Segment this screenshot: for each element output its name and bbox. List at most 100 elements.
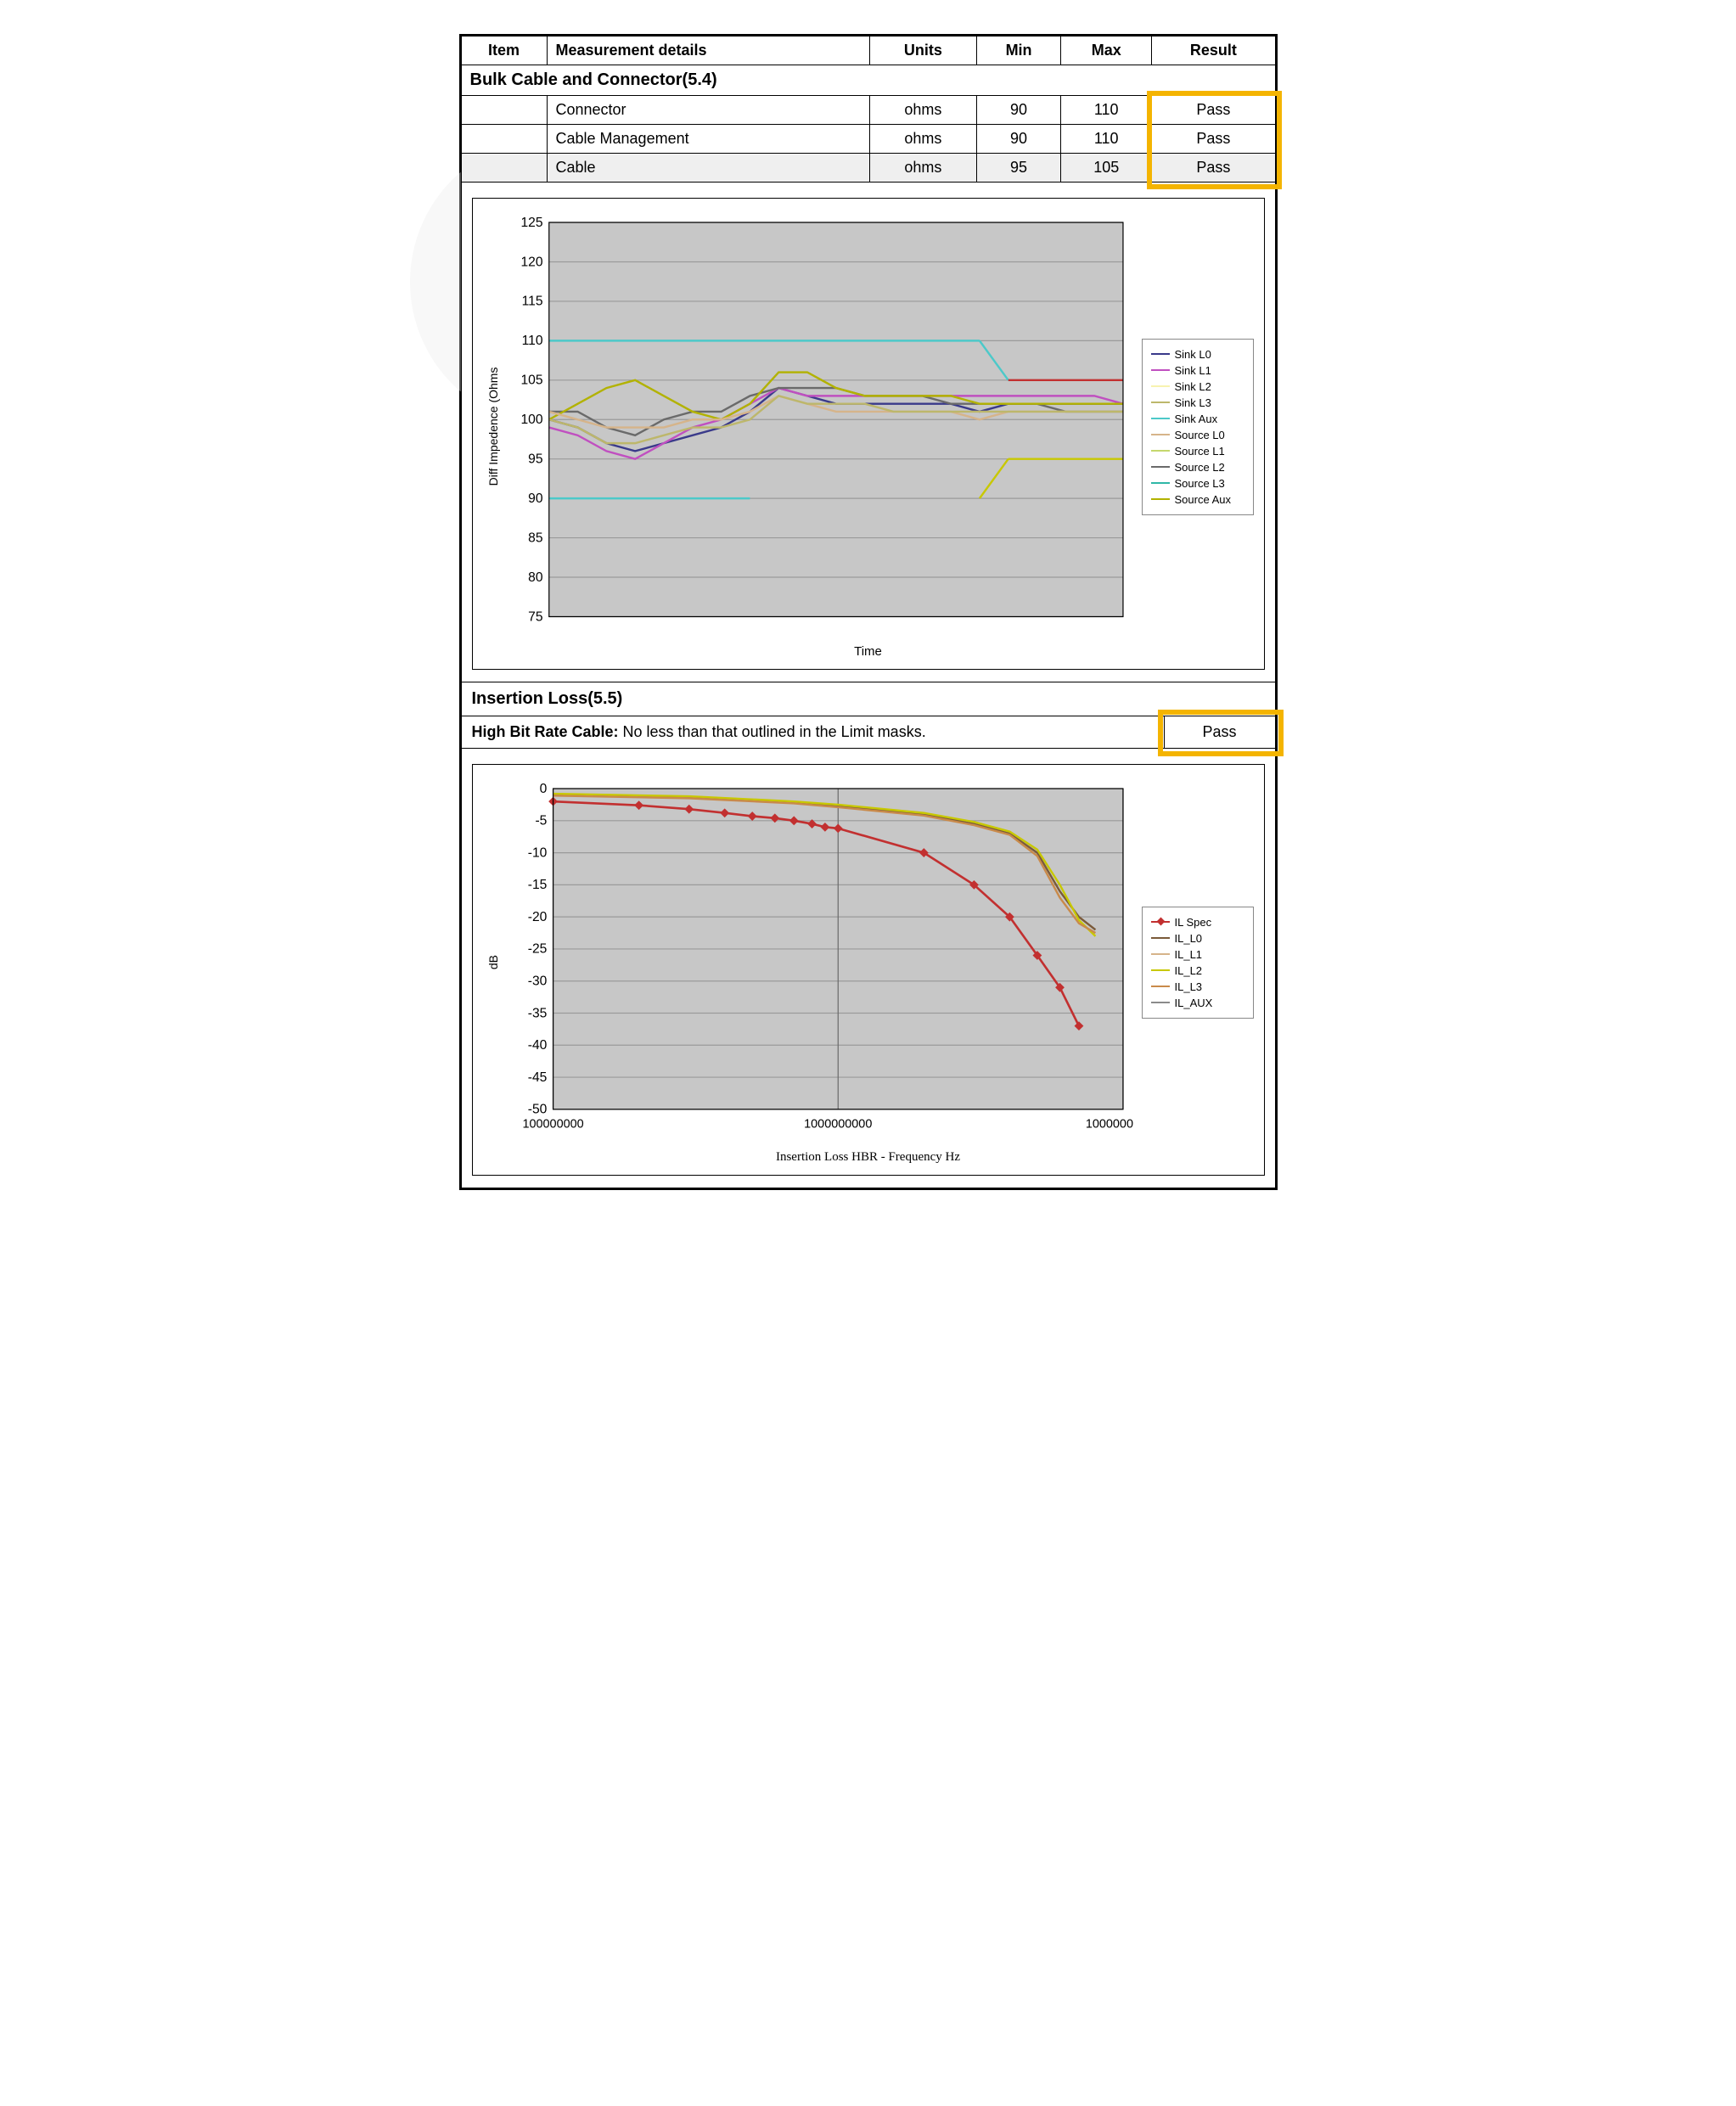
col-units: Units <box>869 37 976 65</box>
legend-label: IL_AUX <box>1175 997 1213 1009</box>
chart2-ylabel: dB <box>483 778 500 1146</box>
legend-item: Source L2 <box>1151 459 1244 475</box>
legend-label: Sink L1 <box>1175 364 1211 377</box>
min-cell: 95 <box>976 154 1060 183</box>
legend-label: IL_L0 <box>1175 932 1203 945</box>
legend-swatch <box>1151 434 1170 435</box>
legend-item: Sink Aux <box>1151 411 1244 427</box>
svg-text:95: 95 <box>528 452 543 467</box>
legend-swatch <box>1151 482 1170 484</box>
legend-swatch <box>1151 498 1170 500</box>
legend-swatch <box>1151 937 1170 939</box>
table-row: Connectorohms90110Pass <box>461 96 1275 125</box>
legend-item: Source L1 <box>1151 443 1244 459</box>
legend-label: Source L3 <box>1175 477 1225 490</box>
legend-label: IL_L2 <box>1175 964 1203 977</box>
svg-text:80: 80 <box>528 570 543 585</box>
chart1-legend: Sink L0 Sink L1 Sink L2Sink L3 Sink Aux Sour… <box>1142 339 1254 515</box>
bulk-cable-table-wrap: Item Measurement details Units Min Max R… <box>461 36 1276 183</box>
legend-label: IL_L1 <box>1175 948 1203 961</box>
legend-item: Sink L0 <box>1151 346 1244 362</box>
max-cell: 105 <box>1061 154 1152 183</box>
min-cell: 90 <box>976 96 1060 125</box>
legend-item: Source L0 <box>1151 427 1244 443</box>
item-cell <box>461 154 547 183</box>
insertion-loss-title: Insertion Loss(5.5) <box>461 682 1276 716</box>
legend-item: IL_AUX <box>1151 995 1244 1011</box>
item-cell <box>461 125 547 154</box>
svg-text:-35: -35 <box>527 1007 547 1021</box>
svg-text:1000000000: 1000000000 <box>804 1118 872 1132</box>
result-cell: Pass <box>1152 125 1275 154</box>
legend-item: IL Spec <box>1151 914 1244 930</box>
legend-label: Sink L3 <box>1175 396 1211 409</box>
svg-text:-25: -25 <box>527 942 547 957</box>
chart1-ylabel: Diff Impedence (Ohms <box>483 212 500 641</box>
chart2-xlabel: Insertion Loss HBR - Frequency Hz <box>483 1147 1254 1165</box>
bulk-cable-table: Item Measurement details Units Min Max R… <box>461 36 1276 183</box>
impedance-chart-wrap: Diff Impedence (Ohms 7580859095100105110… <box>461 183 1276 682</box>
legend-swatch <box>1151 353 1170 355</box>
legend-label: Sink L0 <box>1175 348 1211 361</box>
table-row: Cable Managementohms90110Pass <box>461 125 1275 154</box>
legend-label: Sink Aux <box>1175 413 1218 425</box>
legend-item: IL_L1 <box>1151 946 1244 963</box>
units-cell: ohms <box>869 154 976 183</box>
chart1-xlabel: Time <box>483 641 1254 659</box>
item-cell <box>461 96 547 125</box>
svg-text:85: 85 <box>528 531 543 545</box>
units-cell: ohms <box>869 125 976 154</box>
legend-item: IL_L3 <box>1151 979 1244 995</box>
detail-cell: Cable Management <box>547 125 869 154</box>
svg-text:110: 110 <box>521 334 542 348</box>
legend-label: Source Aux <box>1175 493 1232 506</box>
legend-label: IL Spec <box>1175 916 1212 929</box>
legend-item: Sink L1 <box>1151 362 1244 379</box>
legend-item: IL_L2 <box>1151 963 1244 979</box>
svg-text:-40: -40 <box>527 1038 547 1053</box>
svg-text:-15: -15 <box>527 879 547 893</box>
svg-text:-20: -20 <box>527 910 547 924</box>
hbr-label-rest: No less than that outlined in the Limit … <box>619 723 926 740</box>
legend-label: Source L2 <box>1175 461 1225 474</box>
result-cell: Pass <box>1152 154 1275 183</box>
min-cell: 90 <box>976 125 1060 154</box>
svg-text:10000000000: 10000000000 <box>1085 1118 1132 1132</box>
col-detail: Measurement details <box>547 37 869 65</box>
legend-item: Sink L2 <box>1151 379 1244 395</box>
legend-swatch <box>1151 953 1170 955</box>
hbr-label-bold: High Bit Rate Cable: <box>472 723 619 740</box>
svg-text:100: 100 <box>520 413 542 427</box>
detail-cell: Connector <box>547 96 869 125</box>
legend-swatch <box>1151 402 1170 403</box>
svg-text:0: 0 <box>539 782 547 796</box>
svg-text:-45: -45 <box>527 1070 547 1085</box>
col-item: Item <box>461 37 547 65</box>
legend-swatch <box>1151 969 1170 971</box>
svg-text:75: 75 <box>528 609 543 624</box>
legend-item: Source Aux <box>1151 491 1244 508</box>
result-cell: Pass <box>1152 96 1275 125</box>
col-result: Result <box>1152 37 1275 65</box>
legend-swatch <box>1151 986 1170 987</box>
svg-text:90: 90 <box>528 491 543 506</box>
insertion-loss-row-wrap: High Bit Rate Cable: No less than that o… <box>461 716 1276 749</box>
max-cell: 110 <box>1061 96 1152 125</box>
max-cell: 110 <box>1061 125 1152 154</box>
svg-text:-10: -10 <box>527 846 547 861</box>
legend-label: Source L0 <box>1175 429 1225 441</box>
svg-text:-5: -5 <box>535 814 547 828</box>
detail-cell: Cable <box>547 154 869 183</box>
col-max: Max <box>1061 37 1152 65</box>
hbr-result: Pass <box>1165 716 1275 748</box>
insertion-loss-chart: 0-5-10-15-20-25-30-35-40-45-501000000001… <box>500 778 1133 1146</box>
legend-swatch <box>1151 385 1170 387</box>
legend-item: Source L3 <box>1151 475 1244 491</box>
legend-item: Sink L3 <box>1151 395 1244 411</box>
chart2-legend: IL Spec IL_L0 IL_L1 IL_L2 IL_L3 IL_AUX <box>1142 907 1254 1019</box>
legend-item: IL_L0 <box>1151 930 1244 946</box>
insertion-loss-row: High Bit Rate Cable: No less than that o… <box>461 716 1276 749</box>
legend-swatch <box>1151 466 1170 468</box>
svg-text:100000000: 100000000 <box>522 1118 583 1132</box>
svg-text:120: 120 <box>520 255 542 269</box>
